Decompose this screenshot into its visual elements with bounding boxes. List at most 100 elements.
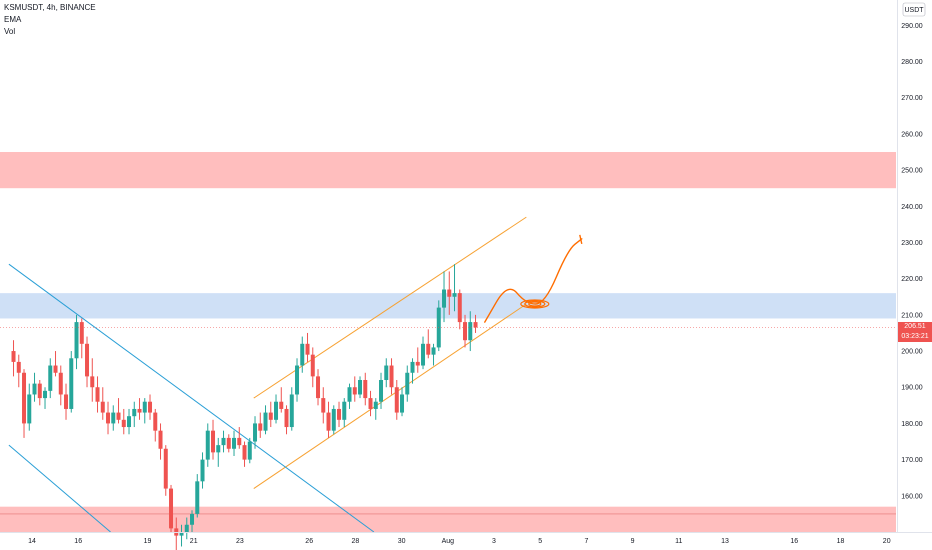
projection-arrow [484,238,583,323]
candle-body [232,437,237,449]
candle-body [58,372,63,395]
candle-body [179,532,184,536]
time-tick-label: Aug [442,538,455,545]
candle-body [74,322,79,359]
price-tick-label: 180.00 [901,421,923,428]
candle-body [468,322,473,341]
time-tick-label: 28 [352,538,360,545]
candle-body [447,289,452,297]
candle-body [463,322,468,341]
zone-support_flip-1 [0,293,896,319]
time-tick-label: 16 [790,538,798,545]
candle-body [247,441,252,460]
candle-body [127,416,132,428]
currency-label-box [902,2,926,17]
ema-legend[interactable]: EMA [4,15,22,24]
zone-resistance-0 [0,152,896,189]
candle-body [16,361,21,373]
candle-body [431,347,436,355]
candle-body [389,365,394,388]
candle-body [473,322,478,328]
time-tick-label: 5 [538,538,542,545]
time-tick-label: 20 [883,538,891,545]
candle-body [258,423,263,431]
price-tick-label: 240.00 [901,204,923,211]
candle-body [263,412,268,431]
price-tick-label: 270.00 [901,95,923,102]
candle-body [400,394,405,413]
candle-body [216,445,221,453]
candle-body [148,401,153,413]
candle-body [53,365,58,373]
candle-body [95,387,100,402]
candle-body [305,343,310,355]
candle-body [32,383,37,395]
price-tick-label: 190.00 [901,385,923,392]
candles-layer [11,264,478,550]
zones-layer [0,152,896,532]
candle-body [331,408,336,431]
downtrend-lower-line [8,444,111,533]
candle-body [111,412,116,424]
candle-body [69,358,74,409]
candle-body [221,437,226,446]
candle-body [158,430,163,449]
candle-body [190,513,195,525]
candle-body [310,354,315,377]
candle-body [457,293,462,323]
candle-body [116,412,121,420]
time-axis[interactable]: 14 16 19 21 23 26 28 30 Aug 3 5 7 9 11 13 16 18 20 [28,538,891,545]
candle-body [200,459,205,482]
candle-body [368,398,373,409]
candle-body [289,394,294,428]
candle-body [100,401,105,413]
symbol-legend[interactable]: KSMUSDT, 4h, BINANCE [4,3,96,12]
price-tick-label: 250.00 [901,168,923,175]
time-tick-label: 23 [236,538,244,545]
candle-body [384,365,389,380]
time-tick-label: 26 [305,538,313,545]
candle-body [405,372,410,395]
price-tick-label: 290.00 [901,23,923,30]
target-ring-1 [524,300,546,308]
time-tick-label: 16 [74,538,82,545]
candle-body [242,445,247,460]
candle-body [64,394,69,409]
currency-label: USDT [904,7,924,14]
candle-body [153,412,158,431]
candle-body [295,365,300,395]
candle-body [169,488,174,529]
price-tick-label: 170.00 [901,457,923,464]
time-tick-label: 7 [584,538,588,545]
price-tick-label: 230.00 [901,240,923,247]
candle-body [347,387,352,402]
candle-body [253,423,258,442]
candle-body [237,437,242,446]
candle-body [163,448,168,489]
time-tick-label: 30 [398,538,406,545]
countdown-badge: 03:23:21 [898,332,932,342]
drawing-lines-layer [8,216,527,533]
candle-body [452,293,457,297]
candle-body [142,401,147,413]
candle-body [268,412,273,420]
candle-body [363,380,368,399]
candle-body [394,387,399,413]
candle-body [373,401,378,409]
candle-body [27,394,32,424]
candle-body [284,408,289,428]
downtrend-upper-line [8,263,375,533]
candle-body [43,390,48,399]
price-axis[interactable]: 160.00 170.00 180.00 190.00 200.00 210.00 220.… [901,23,923,500]
candle-body [79,322,84,344]
annotation-layer [0,234,896,328]
vol-legend[interactable]: Vol [4,27,16,36]
time-tick-label: 14 [28,538,36,545]
candle-body [48,365,53,391]
time-tick-label: 11 [675,538,682,545]
candle-body [442,289,447,308]
candle-body [195,481,200,514]
candle-body [211,430,216,453]
channel-upper-line [253,216,527,399]
